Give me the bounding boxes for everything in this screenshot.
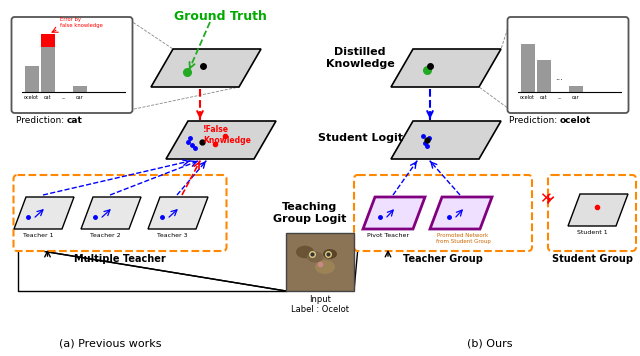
- Polygon shape: [391, 49, 501, 87]
- Ellipse shape: [296, 246, 314, 258]
- Ellipse shape: [315, 260, 335, 274]
- Bar: [40, 34, 54, 47]
- Text: car: car: [572, 95, 579, 100]
- Polygon shape: [391, 121, 501, 159]
- FancyBboxPatch shape: [12, 17, 132, 113]
- Polygon shape: [166, 121, 276, 159]
- Text: Student Group: Student Group: [552, 254, 632, 264]
- Text: (b) Ours: (b) Ours: [467, 338, 513, 348]
- Polygon shape: [148, 197, 208, 229]
- Text: Teacher Group: Teacher Group: [403, 254, 483, 264]
- FancyBboxPatch shape: [13, 175, 227, 251]
- Text: Input
Label : Ocelot: Input Label : Ocelot: [291, 295, 349, 314]
- Ellipse shape: [323, 249, 337, 259]
- Text: ocelot: ocelot: [24, 95, 39, 100]
- Text: Teacher 1: Teacher 1: [23, 233, 53, 238]
- Text: Error by
false knowledge: Error by false knowledge: [60, 17, 102, 28]
- Bar: [24, 66, 38, 92]
- Text: ✕: ✕: [539, 192, 552, 206]
- Text: Promoted Network
from Student Group: Promoted Network from Student Group: [436, 233, 490, 244]
- Text: Student Logit: Student Logit: [317, 133, 403, 143]
- Bar: [520, 44, 534, 92]
- Bar: [286, 233, 354, 291]
- Polygon shape: [151, 49, 261, 87]
- Text: !False
Knowledge: !False Knowledge: [203, 125, 251, 145]
- Text: (a) Previous works: (a) Previous works: [59, 338, 161, 348]
- Text: ocelot: ocelot: [520, 95, 535, 100]
- Text: ...: ...: [556, 73, 563, 82]
- Text: cat: cat: [67, 116, 83, 125]
- Text: Teaching
Group Logit: Teaching Group Logit: [273, 202, 347, 224]
- Polygon shape: [14, 197, 74, 229]
- Text: ...: ...: [557, 95, 562, 100]
- Ellipse shape: [307, 251, 323, 263]
- Text: ocelot: ocelot: [560, 116, 591, 125]
- Text: Pivot Teacher: Pivot Teacher: [367, 233, 409, 238]
- Text: Student 1: Student 1: [577, 230, 607, 235]
- Text: cat: cat: [540, 95, 547, 100]
- Text: ...: ...: [61, 95, 66, 100]
- Bar: [568, 86, 582, 92]
- FancyBboxPatch shape: [548, 175, 636, 251]
- Text: car: car: [76, 95, 83, 100]
- Polygon shape: [568, 194, 628, 226]
- Bar: [72, 86, 86, 92]
- Text: Multiple Teacher: Multiple Teacher: [74, 254, 166, 264]
- Bar: [40, 47, 54, 92]
- Polygon shape: [430, 197, 492, 229]
- Text: cat: cat: [44, 95, 51, 100]
- Bar: [536, 60, 550, 92]
- Text: Prediction:: Prediction:: [509, 116, 560, 125]
- Text: Ground Truth: Ground Truth: [173, 10, 266, 23]
- Text: Distilled
Knowledge: Distilled Knowledge: [326, 47, 394, 69]
- FancyBboxPatch shape: [354, 175, 532, 251]
- Polygon shape: [81, 197, 141, 229]
- Text: Teacher 2: Teacher 2: [90, 233, 120, 238]
- Text: Teacher 3: Teacher 3: [157, 233, 188, 238]
- Polygon shape: [363, 197, 425, 229]
- FancyBboxPatch shape: [508, 17, 628, 113]
- Text: Prediction:: Prediction:: [16, 116, 67, 125]
